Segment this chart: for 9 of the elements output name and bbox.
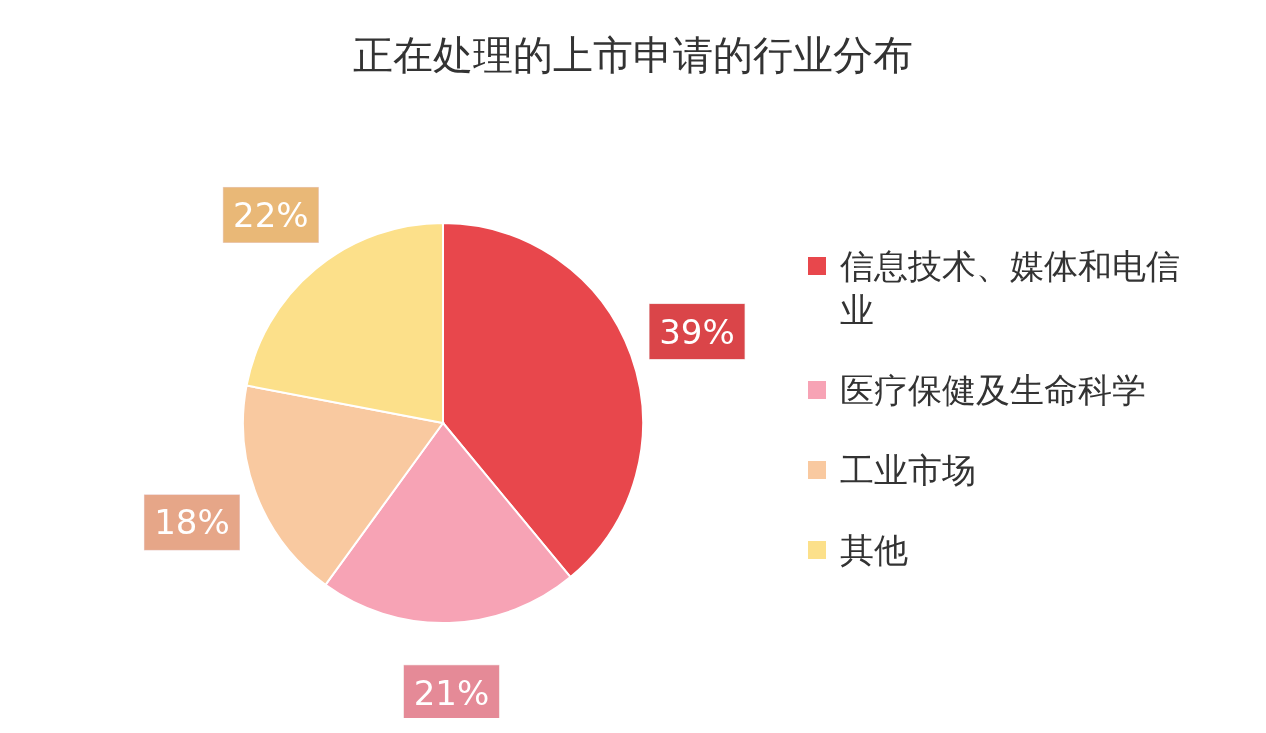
legend-label: 工业市场 xyxy=(840,449,976,492)
data-label: 22% xyxy=(233,194,309,235)
data-label: 21% xyxy=(413,672,490,713)
data-label: 18% xyxy=(154,502,230,543)
legend-label: 信息技术、媒体和电信业 xyxy=(840,245,1180,332)
legend-label: 医疗保健及生命科学 xyxy=(840,369,1146,412)
chart-title: 正在处理的上市申请的行业分布 xyxy=(352,31,914,80)
data-label: 39% xyxy=(659,311,735,352)
legend-label: 其他 xyxy=(840,529,908,572)
